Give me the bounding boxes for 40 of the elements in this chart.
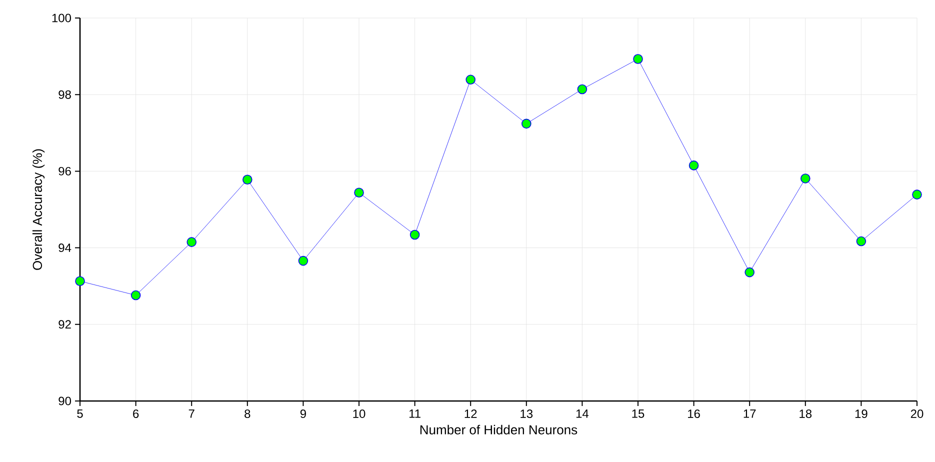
x-tick-label: 12 xyxy=(464,410,477,418)
point xyxy=(130,290,141,300)
point xyxy=(466,74,476,85)
x-tick-label: 6 xyxy=(133,410,139,418)
point xyxy=(186,237,197,247)
y-tick-label: 94 xyxy=(58,244,72,252)
point xyxy=(744,267,754,278)
point xyxy=(577,84,588,94)
point xyxy=(75,276,85,286)
point xyxy=(912,190,922,200)
y-tick-label: 98 xyxy=(58,90,71,99)
point xyxy=(242,174,252,185)
y-tick-label: 100 xyxy=(52,14,72,22)
point xyxy=(800,174,810,184)
y-tick-label: 96 xyxy=(58,166,71,176)
point xyxy=(633,54,643,64)
x-tick-label: 19 xyxy=(855,410,868,418)
x-tick-label: 11 xyxy=(409,410,420,418)
x-tick-label: 7 xyxy=(188,410,194,418)
x-tick-label: 8 xyxy=(244,410,250,418)
x-tick-label: 14 xyxy=(576,410,589,418)
point xyxy=(354,188,364,198)
x-tick-label: 10 xyxy=(353,410,366,418)
point xyxy=(856,236,866,246)
point xyxy=(410,230,420,240)
y-tick-label: 90 xyxy=(58,396,72,406)
x-tick-label: 15 xyxy=(632,410,644,418)
y-axis-title: Overall Accuracy (%) xyxy=(32,149,45,270)
x-tick-label: 9 xyxy=(300,410,306,418)
x-tick-label: 20 xyxy=(910,410,924,418)
point xyxy=(298,256,308,266)
x-tick-label: 13 xyxy=(520,410,533,418)
y-tick-label: 92 xyxy=(58,320,71,329)
x-tick-label: 18 xyxy=(800,410,812,418)
x-tick-label: 17 xyxy=(744,410,756,418)
x-tick-label: 5 xyxy=(77,410,83,418)
point xyxy=(522,118,532,129)
point xyxy=(688,160,699,170)
x-axis-title: Number of Hidden Neurons xyxy=(420,424,578,434)
x-tick-label: 16 xyxy=(688,410,700,418)
